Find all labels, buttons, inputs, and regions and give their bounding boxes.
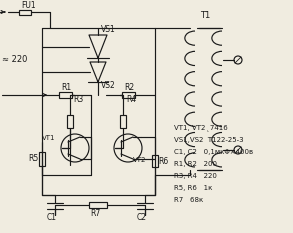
Text: T1: T1 [200,10,210,20]
Bar [122,92,134,98]
Text: C1, C2   0,1мкΦ×400в: C1, C2 0,1мкΦ×400в [174,149,253,155]
Bar [39,151,45,165]
Text: R6: R6 [158,157,168,165]
Text: R3: R3 [73,96,83,104]
Text: R5, R6   1к: R5, R6 1к [174,185,212,191]
Text: FU1: FU1 [21,1,36,10]
Text: R1: R1 [61,83,71,93]
Text: C1: C1 [47,213,57,223]
Bar [152,155,158,167]
Text: C2: C2 [137,213,147,223]
Text: VT1, VT2  ̖7416: VT1, VT2 ̖7416 [174,124,228,131]
Text: R3, R4   220: R3, R4 220 [174,173,217,179]
Text: R1, R2   200: R1, R2 200 [174,161,217,167]
Text: R4: R4 [126,96,136,104]
Bar [67,115,73,128]
Text: VS1: VS1 [101,25,116,34]
Text: ≈ 220: ≈ 220 [2,55,27,65]
Text: VT2: VT2 [133,157,146,163]
Text: VS2: VS2 [101,82,116,90]
Text: R7: R7 [90,209,100,217]
Bar [59,92,71,98]
Text: R2: R2 [124,83,134,93]
Bar [19,10,31,14]
Text: R5: R5 [28,154,38,163]
Text: R7   68к: R7 68к [174,197,203,203]
Bar [120,115,126,128]
Bar [89,202,107,208]
Text: VS1,VS2  T122-25-3: VS1,VS2 T122-25-3 [174,137,243,143]
Text: VT1: VT1 [42,135,55,141]
